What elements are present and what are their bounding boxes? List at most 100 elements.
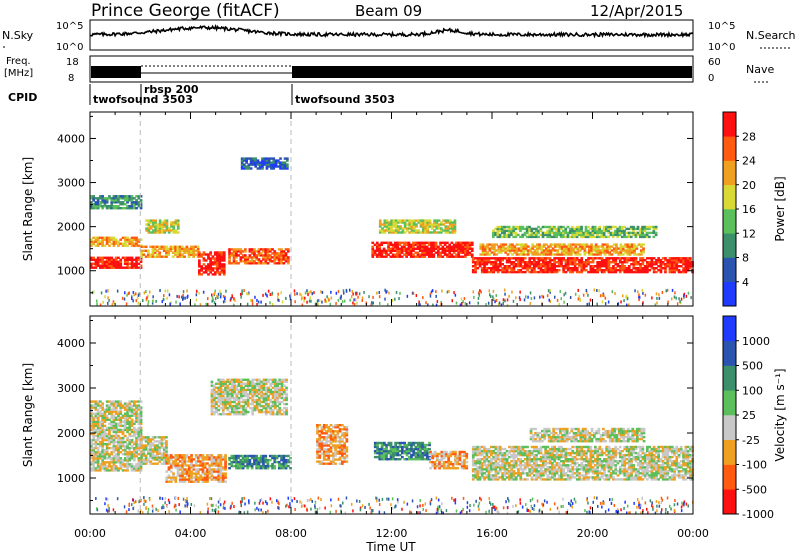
echo-cell [446, 227, 450, 230]
echo-cell [105, 414, 109, 417]
echo-cell [110, 428, 114, 432]
echo-cell [101, 459, 104, 462]
echo-cell [133, 258, 136, 261]
echo-cell [126, 205, 129, 208]
echo-cell [176, 466, 180, 469]
echo-cell [96, 424, 100, 428]
echo-cell [126, 195, 129, 198]
echo-cell [409, 247, 413, 250]
echo-cell [105, 207, 109, 210]
echo-cell [264, 260, 268, 263]
echo-cell [90, 444, 93, 448]
echo-cell [237, 404, 241, 408]
echo-cell [90, 238, 93, 241]
echo-cell [123, 199, 127, 202]
echo-cell [203, 464, 207, 467]
echo-cell [135, 430, 138, 434]
echo-cell [397, 231, 400, 234]
echo-cell [508, 265, 511, 268]
clutter-cell [429, 294, 432, 298]
echo-cell [387, 245, 390, 248]
clutter-cell [378, 291, 380, 294]
echo-cell [412, 229, 416, 232]
echo-cell [204, 267, 208, 270]
echo-cell [625, 235, 629, 239]
echo-cell [101, 266, 104, 269]
echo-cell [112, 469, 116, 472]
echo-cell [597, 251, 600, 254]
echo-cell [286, 165, 289, 168]
echo-cell [536, 247, 539, 250]
echo-cell [271, 380, 275, 383]
echo-cell [616, 233, 620, 237]
echo-cell [409, 255, 413, 258]
echo-cell [194, 456, 198, 459]
echo-cell [253, 404, 257, 408]
echo-cell [126, 207, 129, 210]
echo-cell [92, 205, 95, 208]
echo-cell [670, 259, 674, 262]
echo-cell [156, 456, 159, 459]
echo-cell [643, 225, 647, 229]
echo-cell [237, 456, 240, 460]
clutter-cell [596, 289, 598, 292]
echo-cell [92, 451, 95, 454]
echo-cell [217, 378, 221, 381]
echo-cell [112, 434, 116, 438]
echo-cell [224, 392, 227, 396]
clutter-cell [256, 302, 258, 306]
echo-cell [423, 255, 427, 258]
echo-cell [171, 247, 175, 250]
echo-cell [446, 253, 449, 256]
echo-cell [114, 432, 118, 436]
echo-cell [210, 456, 214, 459]
echo-cell [599, 251, 602, 254]
echo-cell [190, 474, 193, 477]
echo-cell [137, 404, 141, 407]
echo-cell [598, 227, 601, 231]
echo-cell [244, 410, 248, 414]
echo-cell [639, 233, 642, 237]
echo-cell [174, 460, 178, 463]
echo-cell [221, 380, 225, 383]
echo-cell [571, 259, 575, 262]
echo-cell [99, 424, 102, 428]
echo-cell [675, 257, 679, 260]
echo-cell [215, 462, 218, 465]
clutter-cell [329, 302, 332, 306]
echo-cell [414, 243, 418, 246]
echo-cell [117, 424, 120, 428]
echo-cell [171, 245, 175, 248]
echo-cell [484, 251, 487, 254]
echo-cell [160, 436, 164, 439]
echo-cell [194, 253, 198, 256]
echo-cell [123, 260, 127, 263]
echo-cell [578, 249, 582, 252]
clutter-cell [225, 289, 227, 293]
echo-cell [167, 460, 171, 463]
clutter-cell [166, 289, 169, 293]
echo-cell [630, 249, 634, 252]
echo-cell [322, 456, 326, 459]
echo-cell [505, 235, 509, 239]
echo-cell [202, 259, 206, 262]
echo-cell [394, 231, 398, 234]
echo-cell [553, 227, 556, 231]
echo-cell [614, 225, 617, 229]
echo-cell [137, 467, 141, 470]
clutter-cell [642, 291, 644, 295]
echo-cell [108, 404, 111, 407]
clutter-cell [149, 290, 151, 294]
echo-cell [105, 400, 109, 403]
echo-cell [178, 464, 182, 467]
clutter-cell [441, 289, 443, 293]
echo-cell [219, 466, 223, 469]
echo-cell [626, 243, 630, 246]
echo-cell [378, 255, 381, 258]
echo-cell [117, 461, 120, 464]
echo-cell [599, 253, 602, 256]
echo-cell [185, 470, 189, 473]
echo-cell [121, 461, 125, 464]
echo-cell [634, 267, 638, 270]
echo-cell [92, 442, 95, 446]
